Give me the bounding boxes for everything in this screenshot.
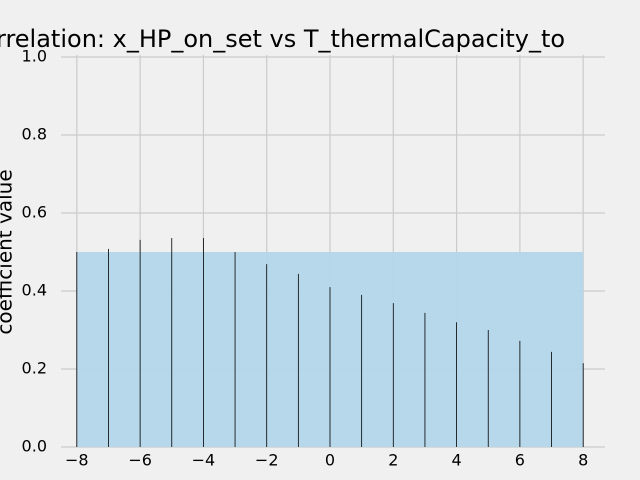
- y-tick-label: 0.4: [22, 281, 47, 300]
- y-tick-label: 0.0: [22, 437, 47, 456]
- y-tick-label: 0.2: [22, 359, 47, 378]
- x-tick-label: −2: [255, 451, 279, 470]
- x-tick-label: −4: [192, 451, 216, 470]
- x-tick-label: 8: [578, 451, 588, 470]
- x-tick-label: 2: [388, 451, 398, 470]
- x-tick-label: 4: [451, 451, 461, 470]
- x-tick-label: −8: [65, 451, 89, 470]
- x-tick-label: 0: [325, 451, 335, 470]
- y-tick-label: 1.0: [22, 47, 47, 66]
- chart-title: rrelation: x_HP_on_set vs T_thermalCapac…: [0, 25, 565, 53]
- y-axis-label: coefficient value: [0, 169, 17, 334]
- x-tick-label: −6: [128, 451, 152, 470]
- x-tick-label: 6: [515, 451, 525, 470]
- y-tick-label: 0.6: [22, 203, 47, 222]
- x-axis-label: lag: [297, 477, 328, 480]
- y-tick-label: 0.8: [22, 125, 47, 144]
